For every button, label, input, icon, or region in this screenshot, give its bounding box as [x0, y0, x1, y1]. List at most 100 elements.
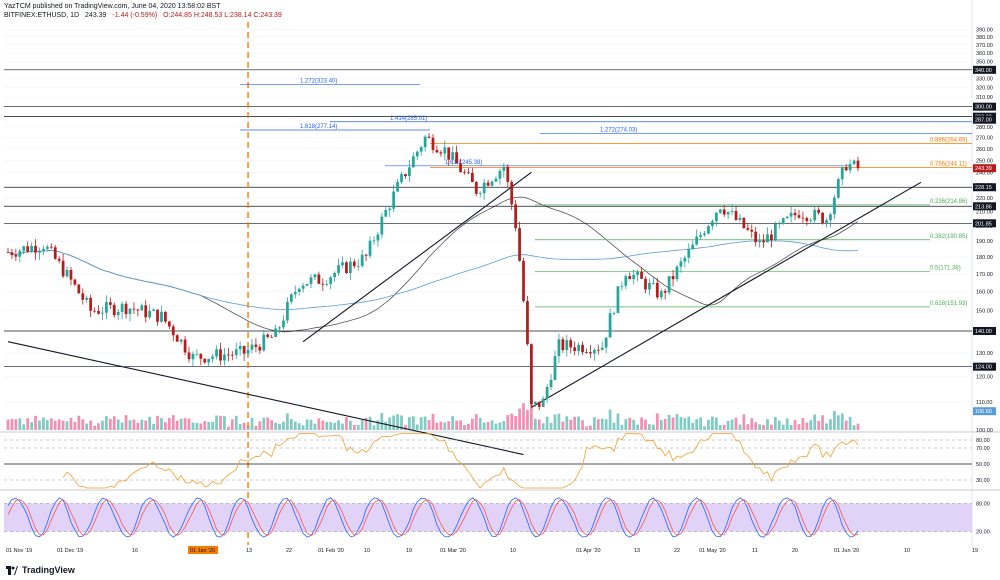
volume-bar — [415, 424, 419, 430]
volume-bar — [427, 420, 431, 430]
volume-bar — [18, 418, 22, 430]
volume-bar — [557, 413, 561, 430]
volume-bar — [234, 415, 238, 430]
candle-body — [42, 248, 45, 251]
candle-body — [844, 167, 848, 171]
volume-bar — [474, 414, 478, 430]
volume-bar — [829, 419, 832, 430]
volume-bar — [61, 420, 65, 430]
volume-bar — [734, 417, 738, 430]
volume-bar — [10, 419, 14, 430]
volume-bar — [317, 418, 321, 430]
candle-body — [825, 220, 828, 224]
candle-body — [14, 255, 18, 257]
volume-bar — [773, 417, 777, 430]
volume-bar — [711, 416, 714, 430]
volume-bar — [836, 415, 840, 430]
candle-body — [695, 236, 699, 245]
volume-bar — [632, 419, 636, 430]
candle-body — [494, 178, 498, 182]
candle-body — [833, 197, 836, 215]
candle-body — [187, 352, 191, 360]
volume-bar — [730, 419, 734, 430]
price-tick-label: 240.00 — [976, 170, 993, 176]
volume-bar — [26, 418, 30, 430]
candle-body — [77, 284, 81, 294]
volume-bar — [644, 419, 647, 430]
volume-bar — [805, 422, 809, 430]
volume-bar — [329, 422, 333, 430]
candle-body — [533, 401, 537, 405]
volume-bar — [443, 422, 447, 430]
volume-bar — [675, 414, 679, 430]
candle-body — [297, 288, 301, 292]
candle-body — [53, 247, 57, 259]
candle-body — [396, 182, 399, 192]
candle-body — [132, 308, 136, 310]
candle-body — [309, 277, 313, 284]
candle-body — [250, 344, 254, 350]
volume-bar — [809, 420, 813, 430]
trendline — [531, 181, 922, 408]
volume-bar — [569, 419, 573, 430]
volume-bar — [797, 424, 801, 430]
fib-level-label: 0.886(264.69) — [930, 138, 967, 144]
candle-body — [797, 215, 801, 218]
volume-bar — [360, 419, 364, 430]
candle-body — [289, 294, 293, 302]
candle-body — [470, 172, 474, 183]
price-tick-label: 370.00 — [976, 43, 993, 49]
candle-body — [490, 181, 494, 186]
volume-bar — [553, 414, 557, 430]
time-tick-label: 01 May '20 — [699, 548, 726, 554]
volume-bar — [152, 423, 155, 430]
volume-bar — [34, 415, 37, 430]
tradingview-logo[interactable]: TradingView — [6, 565, 75, 575]
volume-bar — [136, 422, 140, 430]
volume-bar — [348, 420, 352, 430]
price-label-text: 106.60 — [975, 409, 992, 415]
volume-bar — [754, 422, 758, 430]
candle-body — [400, 174, 403, 183]
candle-body — [171, 326, 175, 336]
time-tick-label: 20 — [792, 548, 798, 554]
time-tick-label: 01 Feb '20 — [318, 548, 344, 554]
price-tick-label: 250.00 — [976, 158, 993, 164]
publish-line: YazTCM published on TradingView.com, Jun… — [4, 3, 221, 10]
candle-body — [573, 347, 577, 351]
volume-bar — [199, 423, 203, 430]
volume-bar — [305, 419, 309, 430]
candle-body — [691, 244, 695, 250]
candle-body — [69, 269, 73, 280]
price-label-box — [973, 202, 996, 211]
price-change: -1.44 (-0.59%) — [112, 12, 158, 19]
candle-body — [81, 293, 85, 300]
candle-body — [856, 160, 860, 169]
candle-body — [270, 336, 274, 338]
volume-bar — [85, 423, 89, 430]
fib-level-label: 1.414(285.01) — [390, 116, 427, 122]
candle-body — [411, 156, 415, 168]
candle-body — [34, 245, 37, 253]
candle-body — [711, 221, 714, 227]
fib-level-label: 0.618(151.93) — [930, 301, 967, 307]
candle-body — [167, 321, 171, 327]
volume-bar — [459, 420, 462, 430]
candle-body — [278, 327, 281, 329]
candle-body — [628, 276, 632, 280]
volume-bar — [467, 423, 470, 430]
price-label-box — [973, 407, 996, 416]
volume-bar — [561, 421, 565, 430]
candle-body — [793, 212, 797, 216]
candle-body — [148, 310, 152, 318]
candle-body — [762, 240, 765, 243]
volume-bar — [160, 418, 163, 430]
volume-bar — [282, 421, 285, 430]
candle-body — [506, 166, 510, 182]
price-tick-label: 190.00 — [976, 239, 993, 245]
symbol-name: BITFINEX:ETHUSD, 1D — [4, 12, 80, 19]
candle-body — [722, 209, 726, 215]
volume-bar — [671, 417, 675, 430]
candle-body — [22, 246, 26, 251]
